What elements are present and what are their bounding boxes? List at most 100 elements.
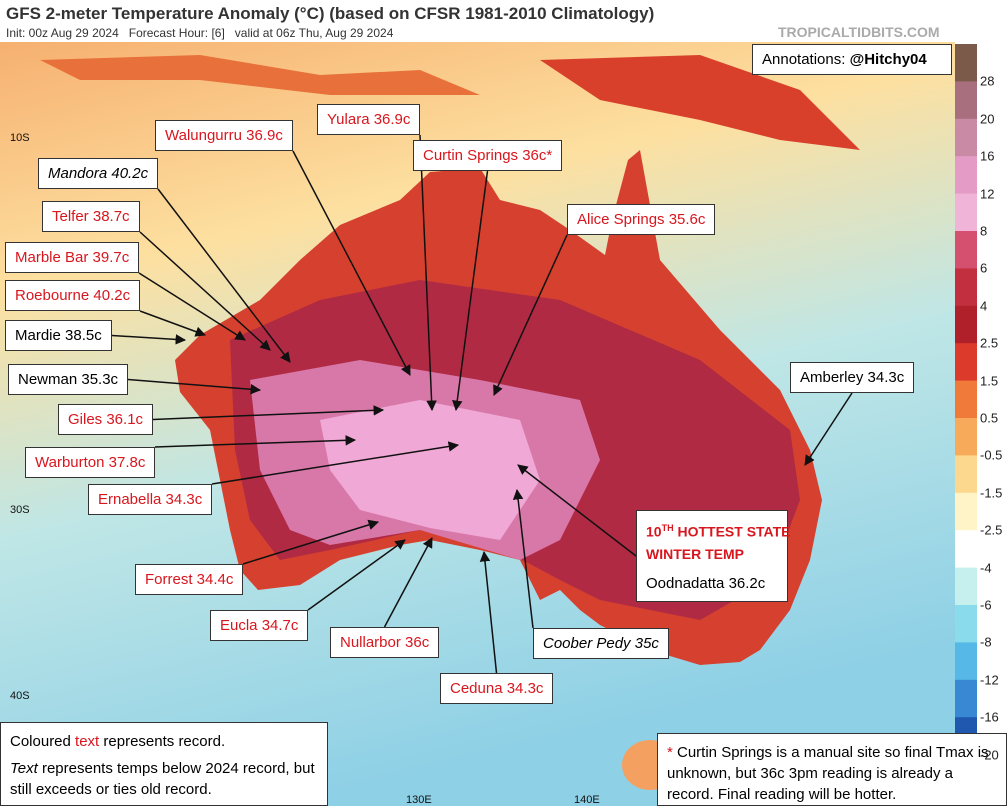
colorbar-swatch xyxy=(955,231,977,269)
colorbar-label: 12 xyxy=(980,186,995,202)
text: represents record. xyxy=(99,733,226,750)
station-label: Roebourne 40.2c xyxy=(5,280,141,311)
arrow xyxy=(804,392,853,466)
station-label: Eucla 34.7c xyxy=(210,610,309,641)
lat-label: 40S xyxy=(10,690,30,702)
arrow xyxy=(127,378,262,395)
colorbar-label: 4 xyxy=(980,298,988,314)
arrow xyxy=(517,464,637,557)
colorbar-swatch xyxy=(955,642,977,681)
colorbar-swatch xyxy=(955,343,977,382)
colorbar-swatch xyxy=(955,305,977,344)
station-label: Newman 35.3c xyxy=(8,364,129,395)
station-label: Forrest 34.4c xyxy=(135,564,244,595)
lat-label: 10S xyxy=(10,132,30,144)
rank-suffix: TH xyxy=(661,523,674,533)
colorbar-label: 1.5 xyxy=(980,373,999,389)
colorbar-swatch xyxy=(955,193,977,232)
hottest-line2: WINTER TEMP xyxy=(646,545,744,562)
colorbar-label: 8 xyxy=(980,223,988,239)
arrow xyxy=(154,435,357,448)
colorbar-label: -1.5 xyxy=(980,485,1003,501)
text: Coloured xyxy=(10,733,76,750)
legend-note: Coloured text represents record. Text re… xyxy=(0,722,328,806)
colorbar-label: -2.5 xyxy=(980,522,1003,538)
hottest-zone xyxy=(320,400,540,540)
arrow xyxy=(512,488,534,629)
indonesia xyxy=(40,55,480,95)
hottest-rest: HOTTEST STATE xyxy=(673,523,791,540)
colorbar-label: 6 xyxy=(980,260,988,276)
colorbar-swatch xyxy=(955,380,977,419)
arrow xyxy=(242,519,380,565)
station-label: Oodnadatta 36.2c xyxy=(646,574,766,592)
station-label: Nullarbor 36c xyxy=(330,627,440,658)
arrow xyxy=(139,231,271,351)
station-label: Warburton 37.8c xyxy=(25,447,156,478)
text: represents temps below 2024 record, but … xyxy=(10,760,315,798)
colorbar-label: 16 xyxy=(980,148,995,164)
arrow xyxy=(479,550,498,674)
arrow xyxy=(452,170,489,412)
arrow xyxy=(419,134,437,412)
station-label: Mardie 38.5c xyxy=(5,320,112,351)
colorbar-swatch xyxy=(955,81,977,120)
rank: 10 xyxy=(646,523,662,540)
colorbar-label: 28 xyxy=(980,73,995,89)
colorbar-label: -6 xyxy=(980,597,992,613)
station-label: Ceduna 34.3c xyxy=(440,673,554,704)
credit-handle: @Hitchy04 xyxy=(849,51,927,68)
station-label: Telfer 38.7c xyxy=(42,201,140,232)
text: Text xyxy=(10,760,38,777)
colorbar-swatch xyxy=(955,567,977,606)
colorbar-swatch xyxy=(955,679,977,718)
colorbar-swatch xyxy=(955,492,977,531)
credit-prefix: Annotations: xyxy=(762,51,850,68)
station-label: Curtin Springs 36c* xyxy=(413,140,563,171)
oodnadatta-box: 10TH HOTTEST STATE WINTER TEMP Oodnadatt… xyxy=(636,510,791,602)
colorbar-swatch xyxy=(955,118,977,157)
title: GFS 2-meter Temperature Anomaly (°C) (ba… xyxy=(6,4,655,23)
colorbar-label: -16 xyxy=(980,709,999,725)
text: Curtin Springs is a manual site so final… xyxy=(667,744,989,803)
station-label: Amberley 34.3c xyxy=(790,362,915,393)
station-label: Mandora 40.2c xyxy=(38,158,159,189)
arrow xyxy=(307,539,406,611)
colorbar-swatch xyxy=(955,418,977,456)
colorbar-label: -20 xyxy=(980,747,999,763)
annotation-credit: Annotations: @Hitchy04 xyxy=(752,44,952,75)
station-label: Marble Bar 39.7c xyxy=(5,242,140,273)
arrow xyxy=(292,150,411,376)
below-note: Text represents temps below 2024 record,… xyxy=(10,758,318,800)
station-label: Giles 36.1c xyxy=(58,404,154,435)
colorbar-label: -4 xyxy=(980,560,992,576)
station-label: Yulara 36.9c xyxy=(317,104,421,135)
colorbar-swatch xyxy=(955,455,977,494)
colorbar-swatch xyxy=(955,44,977,82)
lon-label: 140E xyxy=(574,794,600,806)
arrow xyxy=(493,234,568,396)
station-label: Alice Springs 35.6c xyxy=(567,204,716,235)
new-guinea xyxy=(540,55,860,150)
lat-label: 30S xyxy=(10,504,30,516)
arrow xyxy=(138,272,246,341)
colorbar-swatch xyxy=(955,268,977,307)
lon-label: 130E xyxy=(406,794,432,806)
arrows xyxy=(111,134,853,674)
colorbar-label: 0.5 xyxy=(980,410,999,426)
colorbar-label: 2.5 xyxy=(980,335,999,351)
text: text xyxy=(75,733,100,750)
arrow xyxy=(211,441,460,485)
colorbar xyxy=(955,44,977,793)
colorbar-swatch xyxy=(955,156,977,195)
colorbar-label: -8 xyxy=(980,634,992,650)
colorbar-swatch xyxy=(955,530,977,569)
station-label: Coober Pedy 35c xyxy=(533,628,669,659)
colorbar-label: -12 xyxy=(980,672,999,688)
station-label: Walungurru 36.9c xyxy=(155,120,293,151)
colorbar-label: 20 xyxy=(980,111,995,127)
arrow xyxy=(111,334,187,345)
arrow xyxy=(157,188,291,363)
record-note: Coloured text represents record. xyxy=(10,731,318,752)
